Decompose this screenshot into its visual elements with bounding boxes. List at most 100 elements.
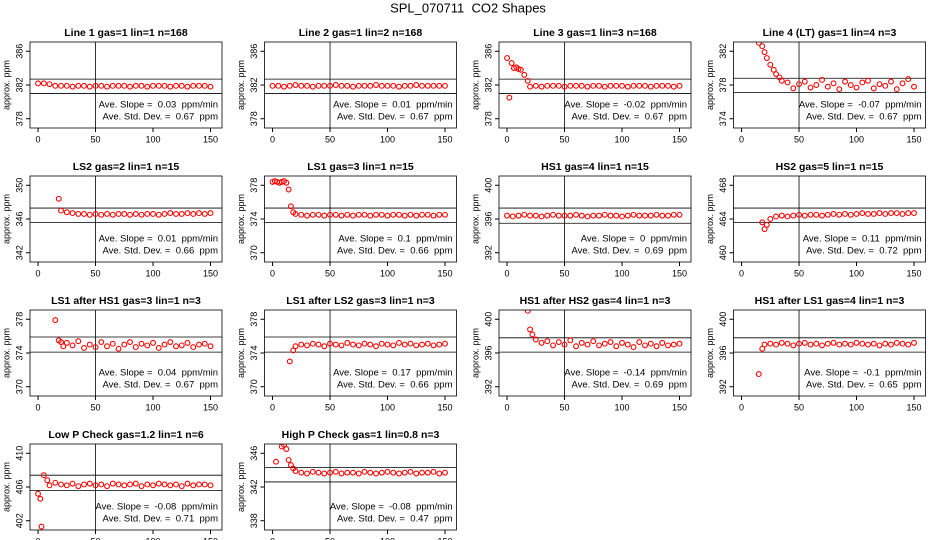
point — [407, 340, 414, 347]
point — [321, 212, 328, 219]
x-tick-label: 0 — [36, 402, 41, 412]
plot-frame — [264, 175, 457, 263]
point — [527, 212, 533, 219]
point — [321, 343, 328, 350]
point — [327, 469, 333, 476]
point — [888, 341, 894, 348]
point — [37, 495, 44, 502]
point — [332, 82, 339, 88]
y-axis-label: approx. ppm — [705, 194, 715, 244]
plot-frame — [498, 309, 692, 397]
point — [630, 344, 637, 351]
point — [647, 83, 654, 90]
annotation: Ave. Slope = 0.17 ppm/min — [333, 368, 452, 379]
x-tick-label: 150 — [906, 402, 921, 412]
point — [550, 211, 556, 218]
point — [509, 213, 516, 220]
x-tick-label: 150 — [437, 268, 452, 278]
point — [407, 82, 414, 89]
point — [104, 83, 110, 90]
point — [150, 339, 156, 346]
point — [573, 211, 579, 218]
plot-frame — [29, 443, 223, 531]
plot-frame — [264, 41, 457, 129]
point — [876, 342, 883, 349]
plot-frame — [29, 175, 223, 263]
point — [344, 82, 351, 89]
point — [190, 82, 197, 89]
plot-frame — [264, 309, 457, 397]
x-tick-label: 150 — [906, 134, 921, 144]
point — [601, 83, 608, 90]
x-tick-label: 0 — [270, 536, 275, 540]
y-tick-label: 386 — [14, 44, 24, 59]
x-tick-label: 100 — [146, 134, 161, 144]
point — [801, 339, 808, 346]
point — [784, 79, 791, 86]
point — [138, 340, 145, 347]
annotation: Ave. Slope = -0.02 ppm/min — [564, 100, 687, 111]
point — [40, 472, 47, 479]
point — [767, 340, 774, 347]
point — [613, 212, 620, 219]
panel-title: HS1 gas=4 lin=1 n=15 — [541, 161, 649, 173]
y-axis-label: approx. ppm — [236, 194, 246, 244]
point — [430, 212, 437, 219]
point — [830, 210, 837, 217]
x-tick-label: 100 — [615, 268, 630, 278]
point — [58, 481, 64, 488]
y-tick-label: 402 — [14, 513, 24, 528]
y-tick-label: 346 — [249, 446, 259, 461]
point — [338, 212, 345, 219]
plot-frame — [29, 309, 223, 397]
annotation: Ave. Slope = 0.01 ppm/min — [333, 100, 452, 111]
point — [555, 212, 562, 219]
y-tick-label: 468 — [718, 178, 728, 193]
y-tick-label: 392 — [483, 379, 493, 394]
point — [755, 371, 762, 378]
point — [373, 82, 379, 88]
point — [630, 211, 637, 218]
point — [819, 76, 825, 83]
panel: LS1 after LS2 gas=3 lin=1 n=3 approx. ppm… — [236, 295, 457, 412]
y-axis-label: approx. ppm — [470, 194, 480, 244]
point — [524, 310, 531, 314]
plot-frame — [733, 41, 926, 129]
point — [196, 210, 202, 217]
y-tick-label: 400 — [718, 312, 728, 327]
point — [396, 339, 402, 346]
annotation: Ave. Slope = -0.1 ppm/min — [804, 368, 921, 379]
point — [876, 81, 883, 88]
point — [115, 82, 122, 89]
point — [350, 469, 356, 476]
point — [298, 469, 305, 476]
point — [407, 211, 414, 218]
point — [315, 82, 322, 89]
point — [911, 339, 917, 346]
point — [98, 211, 105, 218]
x-tick-label: 0 — [739, 268, 744, 278]
point — [807, 211, 814, 218]
x-tick-label: 0 — [36, 536, 41, 540]
point — [121, 82, 128, 89]
point — [315, 341, 322, 348]
y-axis-label: approx. ppm — [1, 462, 11, 512]
point — [127, 83, 133, 90]
point — [144, 83, 151, 90]
point — [870, 85, 877, 92]
point — [283, 446, 290, 453]
point — [665, 342, 671, 349]
point — [81, 481, 87, 488]
point — [584, 213, 591, 220]
point — [109, 480, 116, 487]
page-title: SPL_070711 CO2 Shapes — [390, 0, 546, 15]
annotation: Ave. Std. Dev. = 0.67 ppm — [102, 112, 218, 123]
panel-title: Line 1 gas=1 lin=1 n=168 — [64, 27, 188, 39]
point — [367, 212, 374, 219]
point — [647, 212, 654, 219]
point — [413, 212, 420, 219]
point — [327, 340, 333, 347]
point — [893, 210, 900, 217]
point — [763, 55, 770, 61]
